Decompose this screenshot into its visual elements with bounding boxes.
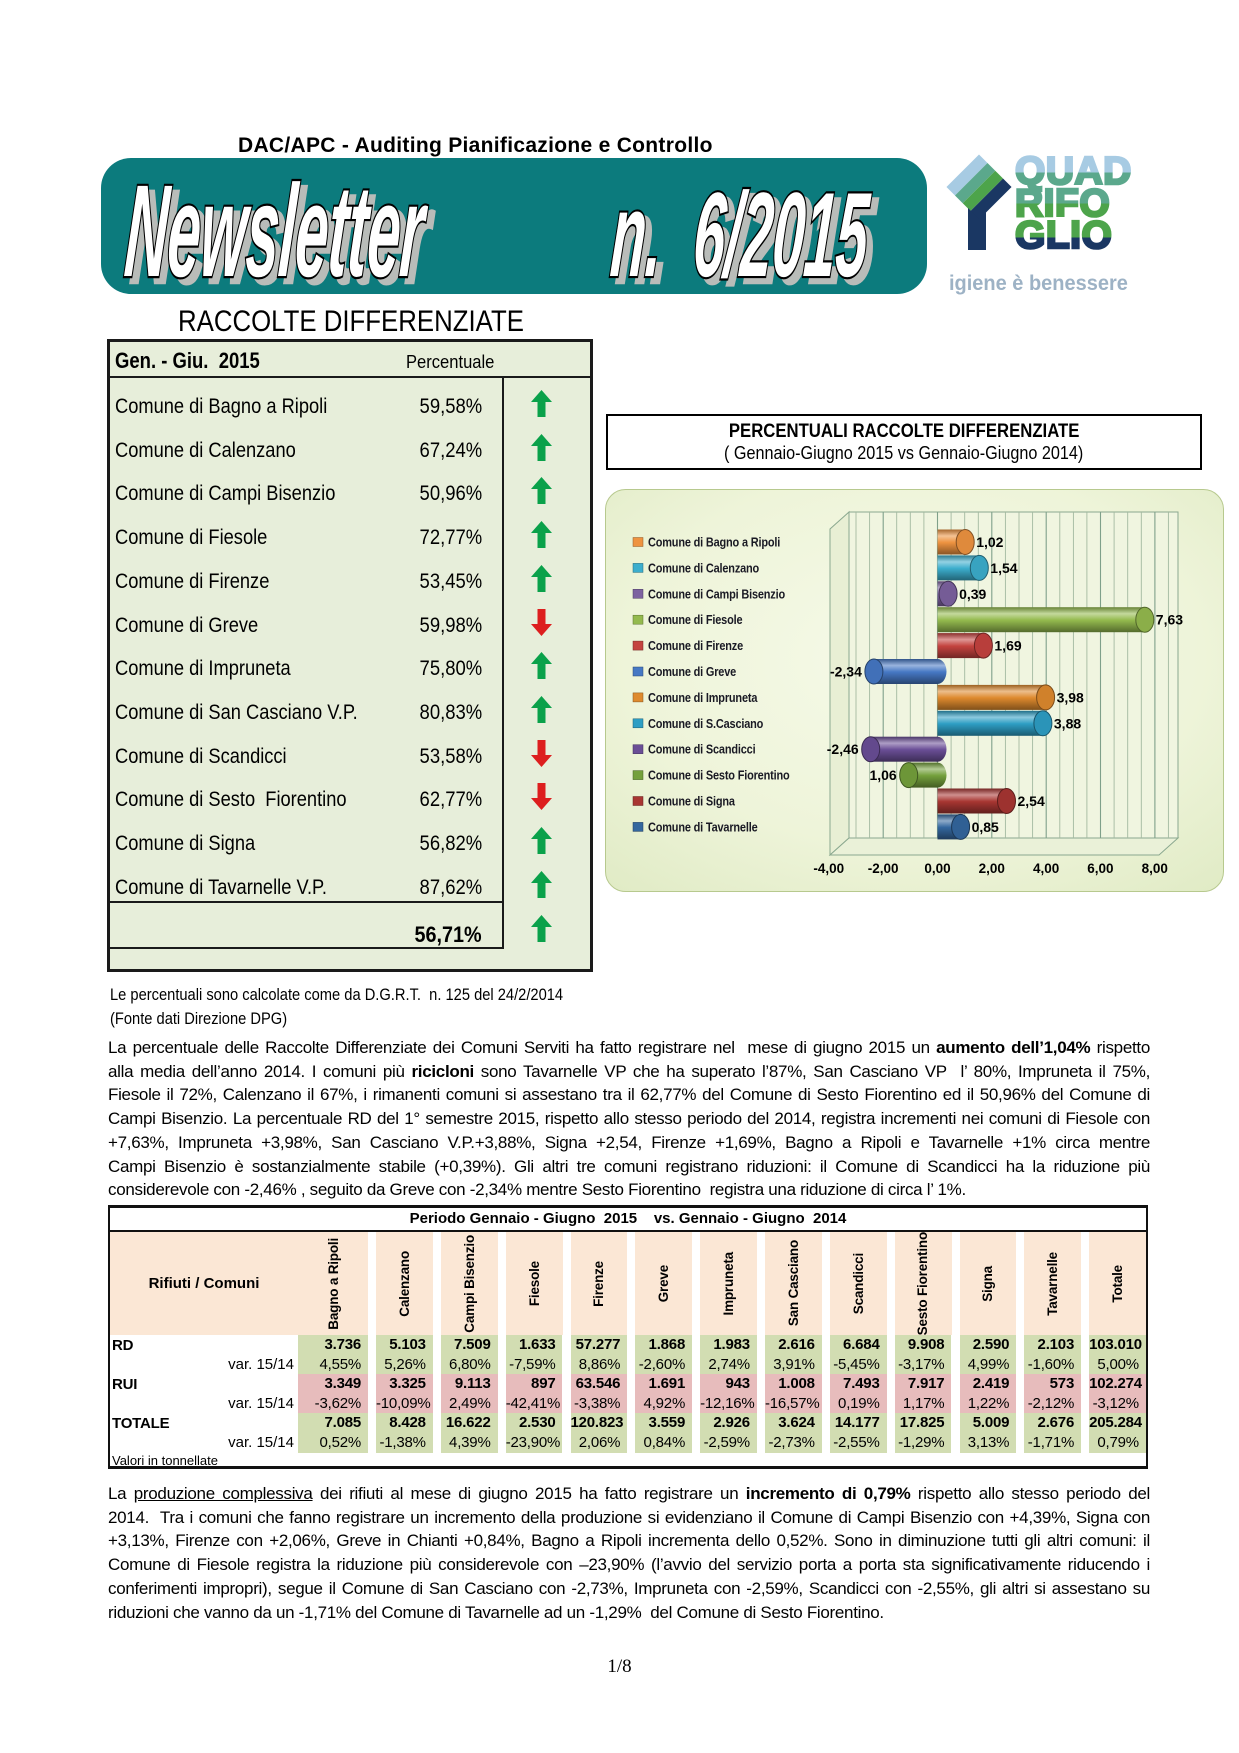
svg-text:Comune di Scandicci: Comune di Scandicci: [648, 742, 755, 757]
svg-text:Comune di S.Casciano: Comune di S.Casciano: [648, 716, 763, 731]
svg-text:7,63: 7,63: [1156, 612, 1183, 628]
svg-text:Comune di Greve: Comune di Greve: [648, 664, 737, 679]
svg-text:1,02: 1,02: [976, 534, 1003, 550]
svg-text:QUAD: QUAD: [1015, 150, 1132, 193]
svg-text:n. 6/2015: n. 6/2015: [607, 168, 874, 302]
svg-text:3,98: 3,98: [1057, 689, 1084, 705]
svg-text:Comune di Campi Bisenzio: Comune di Campi Bisenzio: [648, 587, 785, 602]
svg-text:2,54: 2,54: [1018, 793, 1045, 809]
svg-text:-2,34: -2,34: [830, 664, 862, 680]
svg-text:8,00: 8,00: [1142, 861, 1168, 876]
svg-text:2,00: 2,00: [979, 861, 1005, 876]
svg-text:Newsletter: Newsletter: [121, 158, 432, 305]
svg-text:1,06: 1,06: [869, 767, 896, 783]
svg-text:Comune di Firenze: Comune di Firenze: [648, 638, 744, 653]
svg-text:3,88: 3,88: [1054, 715, 1081, 731]
svg-text:-2,46: -2,46: [827, 741, 859, 757]
svg-text:-4,00: -4,00: [813, 861, 844, 876]
svg-text:Comune di Calenzano: Comune di Calenzano: [648, 561, 759, 576]
svg-text:Comune di Sesto Fiorentino: Comune di Sesto Fiorentino: [648, 768, 789, 783]
svg-text:6,00: 6,00: [1087, 861, 1113, 876]
svg-text:n. 6/2015: n. 6/2015: [614, 174, 881, 308]
svg-text:igiene è benessere: igiene è benessere: [949, 271, 1128, 295]
svg-text:1,69: 1,69: [994, 638, 1021, 654]
svg-text:0,39: 0,39: [959, 586, 986, 602]
svg-text:Comune di Signa: Comune di Signa: [648, 794, 735, 809]
svg-text:Comune di Fiesole: Comune di Fiesole: [648, 612, 743, 627]
svg-text:Newsletter: Newsletter: [128, 164, 439, 311]
svg-text:4,00: 4,00: [1033, 861, 1059, 876]
svg-text:Comune di Tavarnelle: Comune di Tavarnelle: [648, 820, 758, 835]
svg-text:0,85: 0,85: [972, 819, 999, 835]
svg-text:0,00: 0,00: [924, 861, 950, 876]
svg-text:1,54: 1,54: [990, 560, 1017, 576]
svg-text:Comune di Bagno a Ripoli: Comune di Bagno a Ripoli: [648, 535, 780, 550]
svg-text:GLIO: GLIO: [1015, 214, 1112, 257]
svg-text:RIFO: RIFO: [1015, 182, 1110, 225]
svg-text:-2,00: -2,00: [868, 861, 899, 876]
svg-text:Comune di Impruneta: Comune di Impruneta: [648, 690, 758, 705]
